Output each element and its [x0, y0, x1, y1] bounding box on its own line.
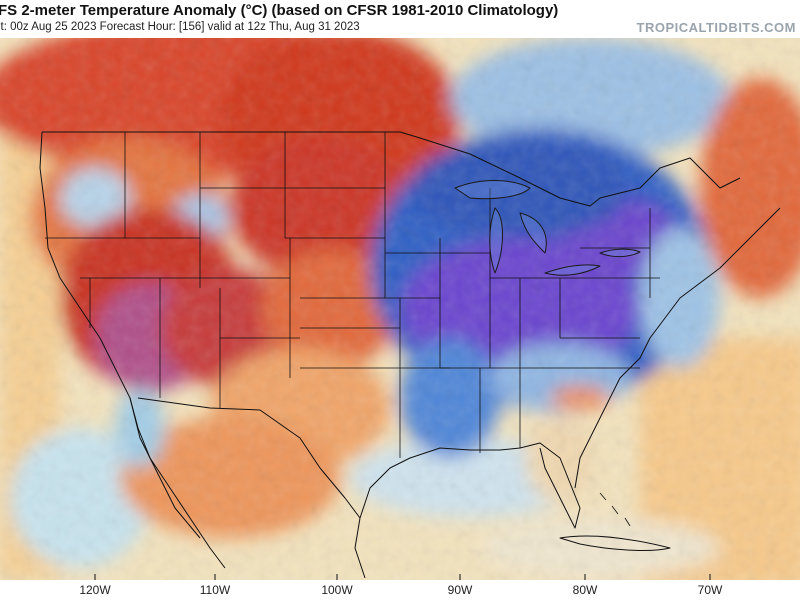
lake-ontario	[599, 248, 641, 258]
map-subtitle: it: 00z Aug 25 2023 Forecast Hour: [156]…	[0, 21, 360, 33]
gulf-coastline	[359, 442, 581, 529]
brand-watermark: TROPICALTIDBITS.COM	[636, 20, 796, 35]
us-mexico-border	[137, 397, 361, 519]
temperature-anomaly-map	[0, 38, 800, 580]
tick-110w: 110W	[199, 583, 231, 597]
great-lakes	[454, 180, 641, 276]
west-coastline	[39, 131, 226, 569]
east-coastline	[574, 207, 781, 489]
tick-80w: 80W	[572, 583, 598, 597]
boundary-lines	[39, 131, 781, 579]
lake-superior	[454, 180, 531, 200]
lake-erie	[544, 264, 601, 276]
longitude-ticks	[94, 574, 711, 580]
chart-header: FS 2-meter Temperature Anomaly (°C) (bas…	[0, 0, 800, 38]
mexico-east-coast	[354, 517, 366, 579]
cuba-outline	[559, 535, 671, 551]
tick-70w: 70W	[697, 583, 723, 597]
bahamas-islands	[599, 492, 631, 527]
tick-90w: 90W	[447, 583, 473, 597]
map-title: FS 2-meter Temperature Anomaly (°C) (bas…	[0, 2, 559, 19]
longitude-axis: 120W 110W 100W 90W 80W 70W	[0, 580, 800, 600]
us-canada-border	[42, 131, 741, 207]
baja-coast	[129, 397, 201, 539]
lake-michigan	[489, 207, 503, 274]
lake-huron	[519, 212, 547, 254]
tick-120w: 120W	[79, 583, 111, 597]
state-boundaries	[45, 132, 660, 458]
tick-100w: 100W	[321, 583, 353, 597]
